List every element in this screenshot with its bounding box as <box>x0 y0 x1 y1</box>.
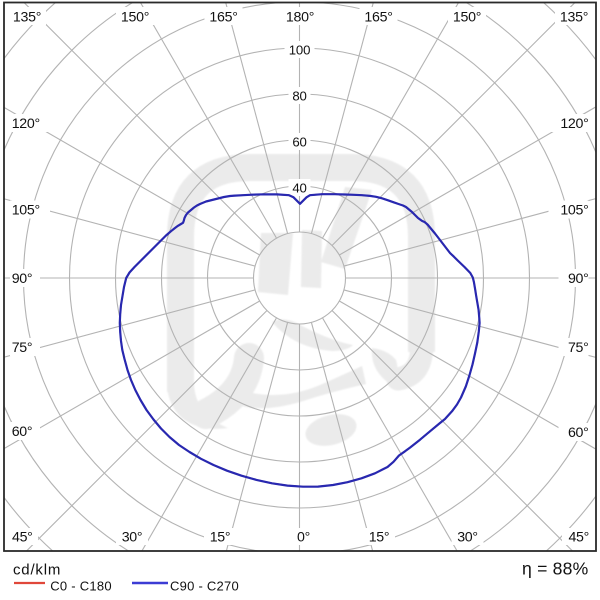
svg-text:180°: 180° <box>286 10 314 26</box>
svg-text:30°: 30° <box>457 530 478 546</box>
svg-text:90°: 90° <box>12 271 33 287</box>
svg-text:75°: 75° <box>568 340 589 356</box>
svg-text:80: 80 <box>292 88 306 103</box>
svg-text:C0 - C180: C0 - C180 <box>50 579 112 594</box>
svg-text:15°: 15° <box>210 530 231 546</box>
svg-text:165°: 165° <box>209 10 237 26</box>
svg-text:150°: 150° <box>453 10 481 26</box>
svg-text:75°: 75° <box>12 340 33 356</box>
svg-text:150°: 150° <box>121 10 149 26</box>
svg-text:135°: 135° <box>560 10 588 26</box>
svg-text:0°: 0° <box>297 530 310 546</box>
svg-text:120°: 120° <box>560 116 588 132</box>
svg-text:165°: 165° <box>364 10 392 26</box>
svg-text:40: 40 <box>292 180 306 195</box>
svg-text:60°: 60° <box>568 425 589 441</box>
svg-text:cd/klm: cd/klm <box>13 562 61 579</box>
svg-text:105°: 105° <box>12 203 40 219</box>
svg-text:45°: 45° <box>568 530 589 546</box>
svg-text:η = 88%: η = 88% <box>522 559 589 579</box>
svg-text:120°: 120° <box>12 116 40 132</box>
svg-text:15°: 15° <box>369 530 390 546</box>
svg-text:30°: 30° <box>122 530 143 546</box>
svg-text:105°: 105° <box>560 203 588 219</box>
svg-text:135°: 135° <box>13 10 41 26</box>
svg-text:90°: 90° <box>568 271 589 287</box>
svg-text:45°: 45° <box>12 530 33 546</box>
svg-text:C90 - C270: C90 - C270 <box>170 579 239 594</box>
svg-text:100: 100 <box>289 42 310 57</box>
svg-text:60: 60 <box>292 134 306 149</box>
svg-text:60°: 60° <box>12 424 33 440</box>
